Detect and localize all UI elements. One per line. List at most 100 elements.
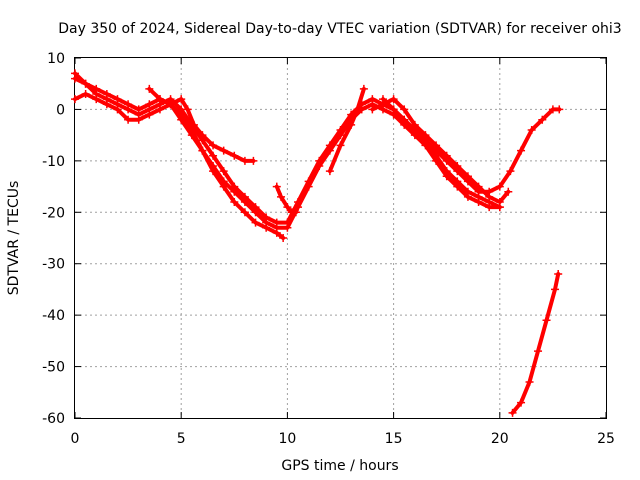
data-point	[389, 95, 398, 104]
data-point	[506, 167, 515, 176]
data-point	[336, 131, 345, 140]
data-point	[336, 141, 345, 150]
data-point	[187, 126, 196, 134]
y-tick-label: -40	[42, 308, 65, 324]
x-tick-label: 0	[71, 431, 80, 447]
y-tick-label: 0	[56, 102, 65, 118]
data-point	[145, 110, 154, 119]
y-tick-label: -10	[42, 154, 65, 170]
data-point	[378, 100, 387, 109]
y-axis-label: SDTVAR / TECUs	[6, 181, 22, 296]
data-point	[389, 105, 398, 114]
data-point	[219, 146, 228, 155]
data-point	[198, 146, 207, 155]
x-axis-label: GPS time / hours	[281, 458, 398, 474]
data-point	[410, 120, 419, 129]
data-point	[145, 84, 154, 93]
data-point	[474, 182, 483, 191]
data-point	[113, 105, 122, 114]
data-point	[113, 95, 122, 104]
data-point	[504, 187, 513, 196]
series-trace-9	[508, 270, 563, 417]
data-point	[527, 126, 536, 134]
data-point	[272, 182, 281, 191]
data-point	[525, 378, 534, 386]
data-point	[249, 156, 258, 165]
x-tick-label: 10	[278, 431, 296, 447]
data-point	[272, 228, 281, 237]
x-tick-label: 15	[385, 431, 403, 447]
data-point	[277, 192, 286, 201]
data-point	[485, 203, 494, 212]
data-point	[230, 198, 239, 206]
data-point	[283, 203, 292, 212]
data-point	[325, 167, 334, 176]
data-point	[368, 105, 377, 114]
data-point	[102, 90, 111, 98]
data-point	[183, 105, 192, 114]
y-tick-label: -60	[42, 411, 65, 427]
data-point	[198, 131, 207, 140]
data-point	[251, 208, 260, 217]
x-tick-label: 20	[491, 431, 509, 447]
data-point	[485, 192, 494, 201]
data-point	[542, 316, 551, 325]
data-point	[81, 79, 90, 88]
series-line	[147, 86, 256, 163]
data-point	[474, 198, 483, 206]
data-point	[517, 146, 526, 155]
data-point	[463, 172, 472, 181]
data-point	[155, 95, 164, 104]
data-point	[134, 105, 143, 114]
data-point	[453, 162, 462, 170]
data-point	[262, 223, 271, 232]
data-point	[555, 105, 564, 114]
data-point	[359, 84, 368, 93]
y-tick-label: 10	[47, 51, 65, 67]
data-point	[219, 182, 228, 191]
data-point	[432, 156, 441, 165]
data-point	[400, 115, 409, 124]
y-tick-label: -20	[42, 205, 65, 221]
data-point	[251, 218, 260, 227]
data-point	[209, 141, 218, 150]
data-point	[453, 182, 462, 191]
data-point	[240, 156, 249, 165]
data-point	[155, 105, 164, 114]
data-point	[230, 187, 239, 196]
data-point	[432, 141, 441, 150]
data-point	[81, 90, 90, 98]
data-point	[534, 347, 543, 356]
x-axis-ticks: 0 5 10 15 20 25	[71, 58, 615, 447]
data-point	[279, 234, 288, 242]
data-point	[177, 110, 186, 119]
data-point	[517, 398, 526, 407]
series-trace-4	[145, 84, 258, 165]
data-point	[124, 115, 133, 124]
data-point	[495, 198, 504, 206]
x-tick-label: 25	[597, 431, 615, 447]
data-point	[291, 208, 300, 217]
data-point	[102, 100, 111, 109]
data-point	[304, 182, 313, 191]
data-point	[442, 172, 451, 181]
series-group	[71, 69, 564, 417]
chart-title: Day 350 of 2024, Sidereal Day-to-day VTE…	[58, 21, 621, 37]
plot-frame	[74, 57, 607, 419]
data-point	[283, 223, 292, 232]
data-point	[230, 151, 239, 160]
y-tick-label: -50	[42, 360, 65, 376]
series-line	[381, 97, 562, 194]
data-point	[294, 203, 303, 212]
series-line	[370, 97, 511, 204]
data-point	[177, 95, 186, 104]
series-trace-3	[71, 90, 288, 242]
y-axis-ticks: -60 -50 -40 -30 -20 -10 0 10	[42, 51, 606, 427]
data-point	[219, 167, 228, 176]
series-trace-5	[272, 182, 300, 217]
data-point	[325, 146, 334, 155]
data-point	[166, 100, 175, 109]
x-tick-label: 5	[177, 431, 186, 447]
data-point	[240, 208, 249, 217]
